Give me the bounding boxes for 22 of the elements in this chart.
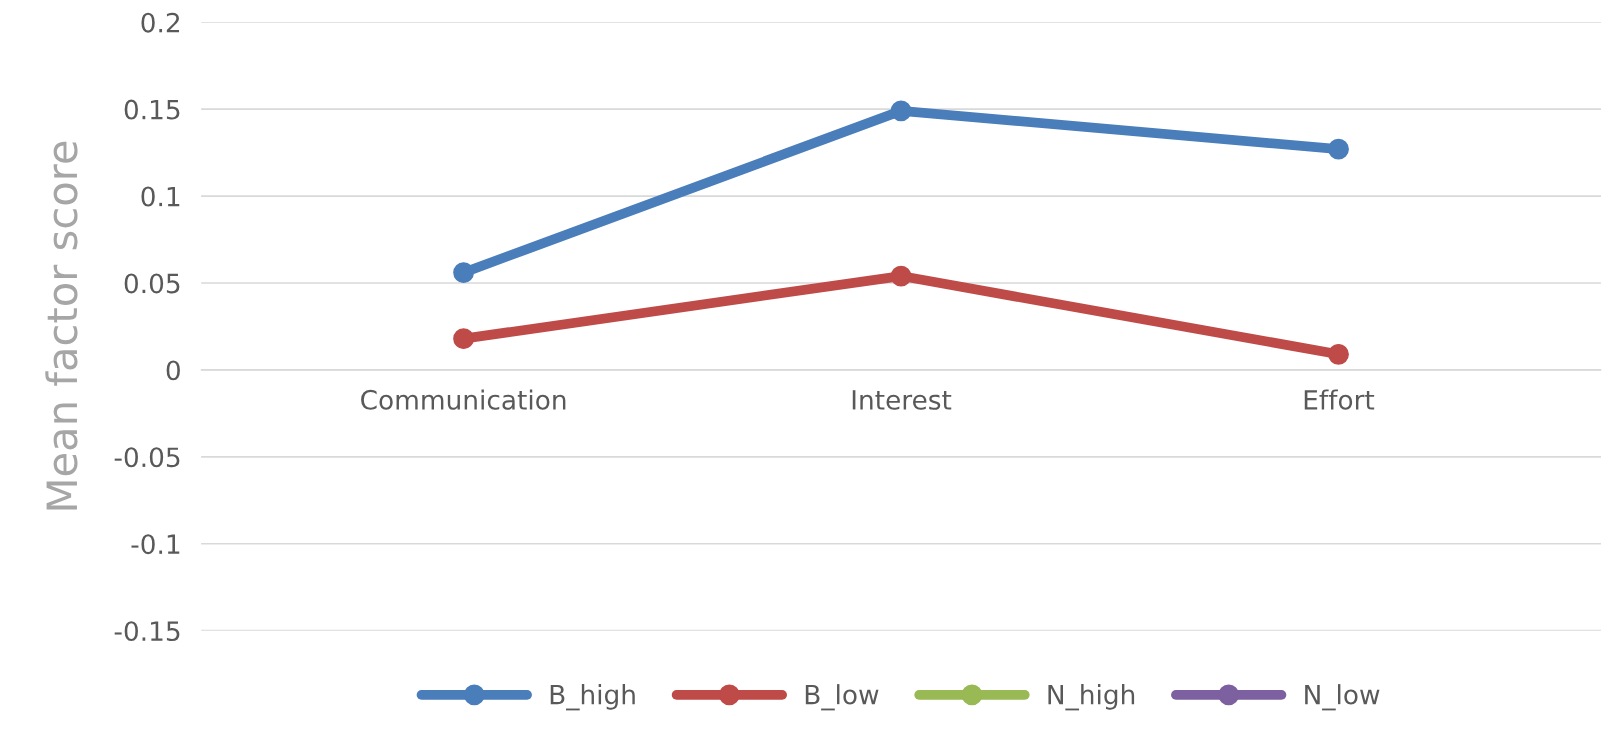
point: [890, 100, 912, 122]
point: [1328, 343, 1349, 365]
x-tick-label: Effort: [1304, 389, 1375, 410]
legend-label: N_low: [1305, 684, 1380, 711]
y-tick-label: 0: [166, 360, 180, 381]
y-tick-label: 0.05: [124, 273, 180, 294]
legend-label: B_low: [805, 684, 879, 711]
y-tick-label: -0.05: [114, 447, 180, 468]
point: [453, 262, 475, 284]
x-tick-label: Communication: [361, 389, 566, 410]
y-axis-title: Mean factor score: [45, 141, 78, 510]
y-tick-label: 0.2: [141, 12, 180, 33]
point: [1328, 138, 1349, 160]
point: [453, 328, 475, 350]
point: [890, 265, 912, 287]
legend-label: N_high: [1048, 684, 1135, 711]
legend-label: B_high: [550, 684, 635, 711]
y-tick-label: 0.1: [141, 186, 180, 207]
y-tick-label: 0.15: [124, 99, 180, 120]
y-tick-label: -0.1: [131, 534, 180, 555]
y-tick-label: -0.15: [114, 621, 180, 642]
x-tick-label: Interest: [852, 390, 952, 410]
